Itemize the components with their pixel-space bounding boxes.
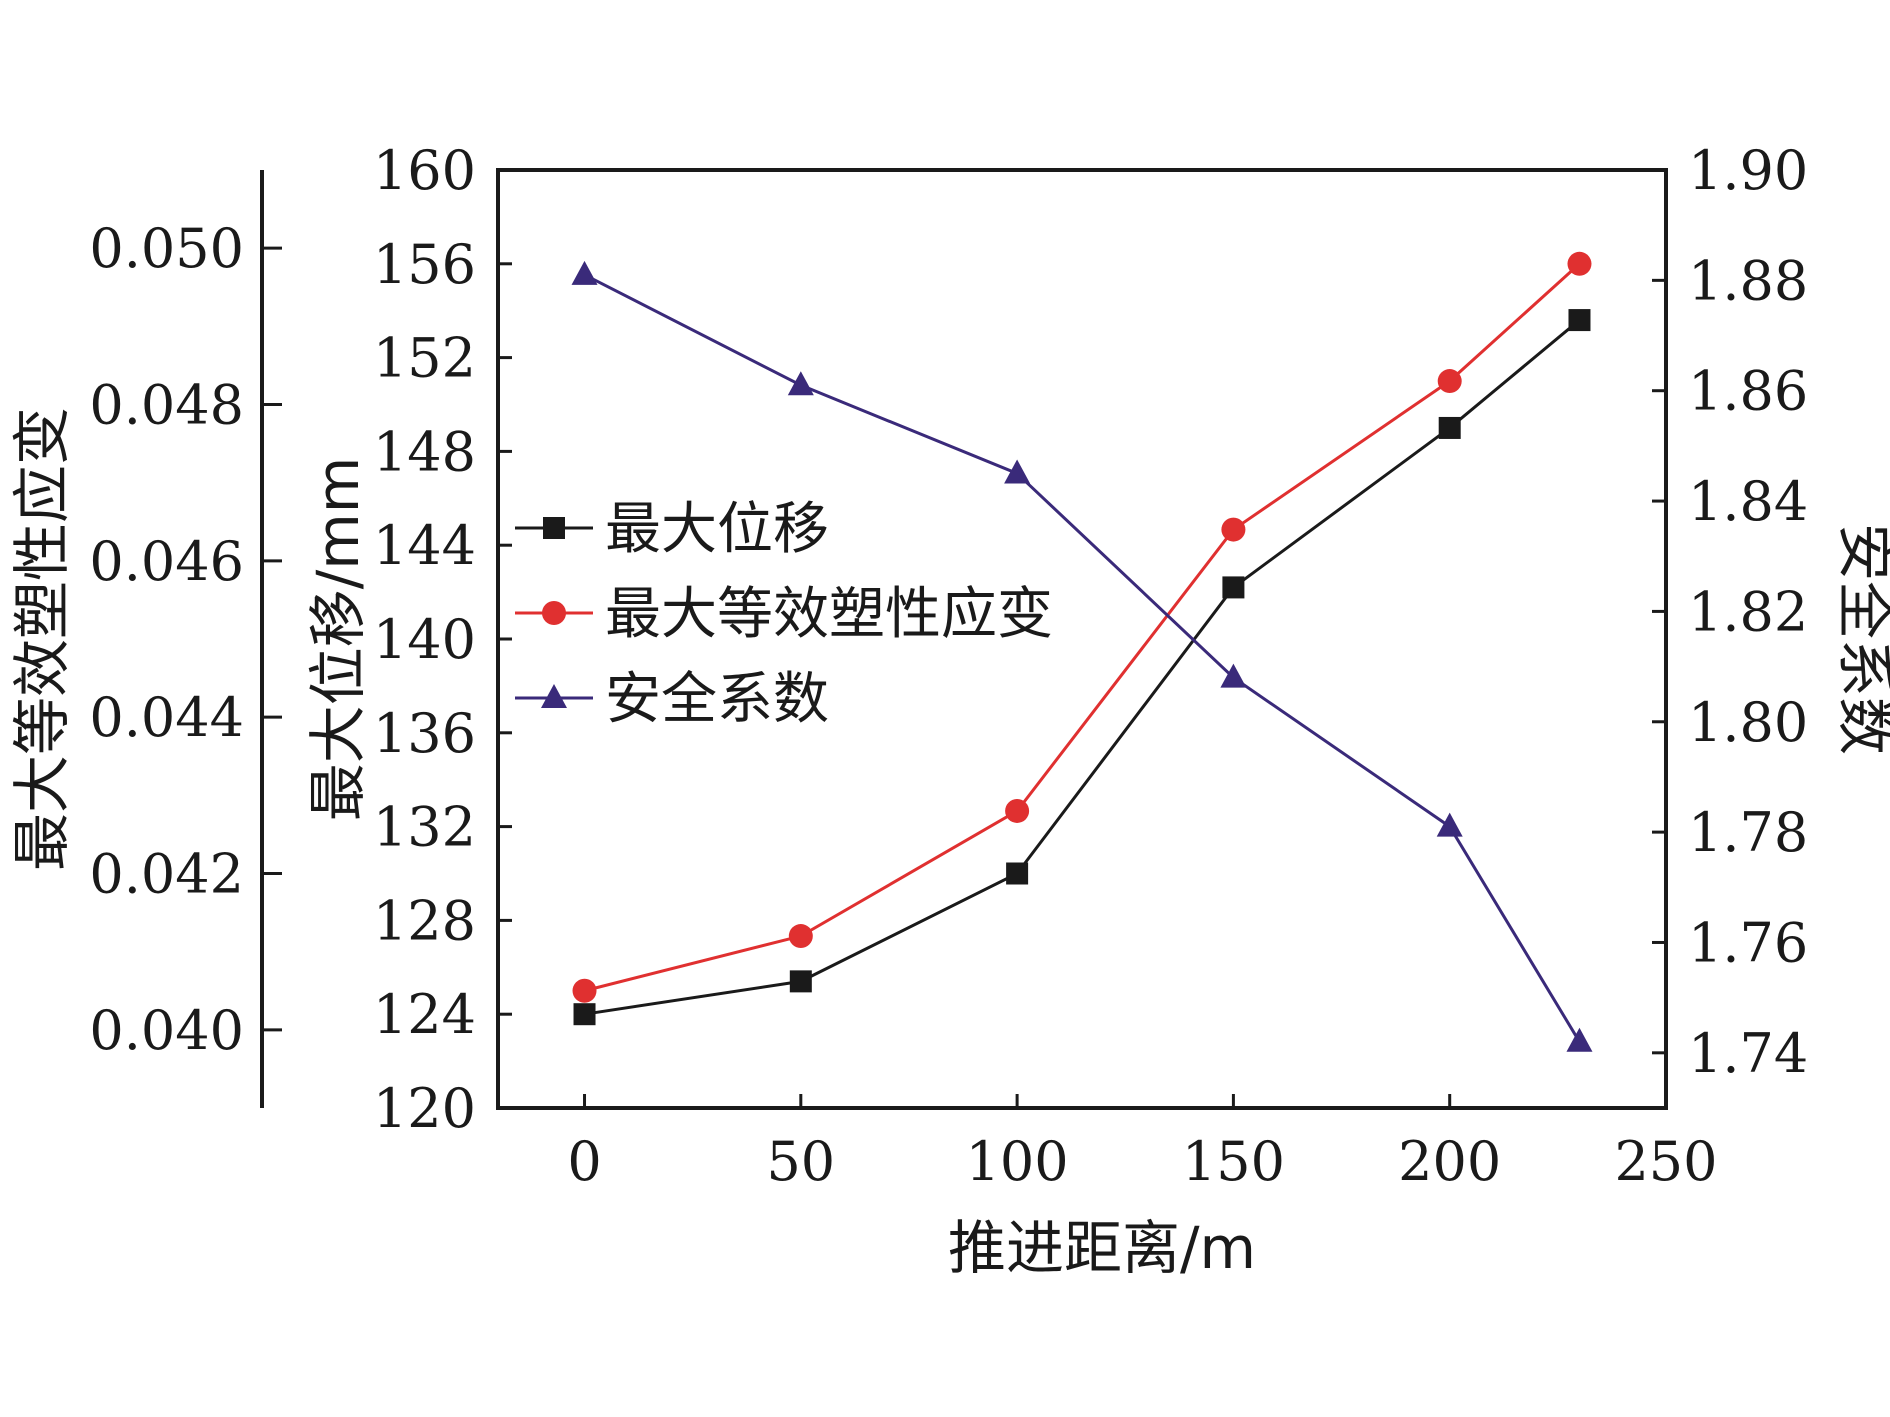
right-tick-label: 1.74 <box>1688 1022 1808 1085</box>
right-tick-label: 1.82 <box>1688 580 1808 643</box>
left-outer-tick-label: 0.046 <box>89 530 244 593</box>
left-inner-axis-label: 最大位移/mm <box>304 457 372 822</box>
x-tick-label: 0 <box>567 1130 601 1193</box>
legend-label-2: 安全系数 <box>605 667 829 732</box>
right-tick-label: 1.88 <box>1688 249 1808 312</box>
x-axis-label: 推进距离/m <box>948 1214 1256 1282</box>
series-2-point-1 <box>787 371 814 396</box>
legend-label-1: 最大等效塑性应变 <box>605 582 1053 647</box>
series-2-point-3 <box>1220 663 1247 688</box>
series-1-point-3 <box>1221 517 1246 542</box>
series-0-point-2 <box>1006 862 1029 885</box>
series-0-point-1 <box>789 970 812 993</box>
left-inner-tick-label: 132 <box>373 796 476 859</box>
left-inner-tick-label: 156 <box>373 233 476 296</box>
right-tick-label: 1.84 <box>1688 470 1808 533</box>
series-1-point-1 <box>788 924 813 949</box>
series-0-point-4 <box>1438 416 1461 439</box>
left-inner-tick-label: 144 <box>373 514 476 577</box>
series-2-point-5 <box>1566 1027 1593 1052</box>
right-tick-label: 1.90 <box>1688 139 1808 202</box>
series-1-point-4 <box>1437 369 1462 394</box>
x-tick-label: 250 <box>1614 1130 1717 1193</box>
series-line-1 <box>584 262 1581 993</box>
legend-marker-0 <box>543 517 565 539</box>
left-outer-tick-label: 0.040 <box>89 999 244 1062</box>
series-2-point-4 <box>1436 812 1463 837</box>
left-outer-tick-label: 0.050 <box>89 217 244 280</box>
series-2-point-2 <box>1004 459 1031 484</box>
left-inner-tick-label: 120 <box>373 1077 476 1140</box>
x-tick-label: 200 <box>1398 1130 1501 1193</box>
right-tick-label: 1.80 <box>1688 691 1808 754</box>
left-inner-tick-label: 152 <box>373 327 476 390</box>
left-inner-tick-label: 128 <box>373 889 476 952</box>
left-outer-tick-label: 0.042 <box>89 843 244 906</box>
left-outer-axis-label: 最大等效塑性应变 <box>8 407 76 871</box>
right-tick-label: 1.76 <box>1688 911 1808 974</box>
x-tick-label: 150 <box>1182 1130 1285 1193</box>
x-tick-label: 100 <box>966 1130 1069 1193</box>
left-outer-tick-label: 0.048 <box>89 374 244 437</box>
left-inner-tick-label: 148 <box>373 420 476 483</box>
left-inner-tick-label: 140 <box>373 608 476 671</box>
legend-marker-1 <box>542 601 566 625</box>
series-0-point-3 <box>1222 576 1245 599</box>
right-tick-label: 1.86 <box>1688 360 1808 423</box>
series-1-point-2 <box>1005 798 1030 823</box>
series-line-2 <box>583 273 1581 1043</box>
series-2-point-0 <box>571 260 598 285</box>
legend-label-0: 最大位移 <box>605 497 829 562</box>
right-tick-label: 1.78 <box>1688 801 1808 864</box>
x-tick-label: 50 <box>766 1130 835 1193</box>
left-inner-tick-label: 124 <box>373 983 476 1046</box>
series-line-0 <box>584 318 1581 1016</box>
left-inner-tick-label: 136 <box>373 702 476 765</box>
series-1-point-5 <box>1567 251 1592 276</box>
right-axis-label: 安全系数 <box>1831 523 1890 755</box>
series-0-point-5 <box>1568 309 1591 332</box>
series-0-point-0 <box>573 1003 596 1026</box>
left-outer-tick-label: 0.044 <box>89 686 244 749</box>
legend-marker-2 <box>541 684 567 708</box>
left-inner-tick-label: 160 <box>373 139 476 202</box>
series-1-point-0 <box>572 978 597 1003</box>
